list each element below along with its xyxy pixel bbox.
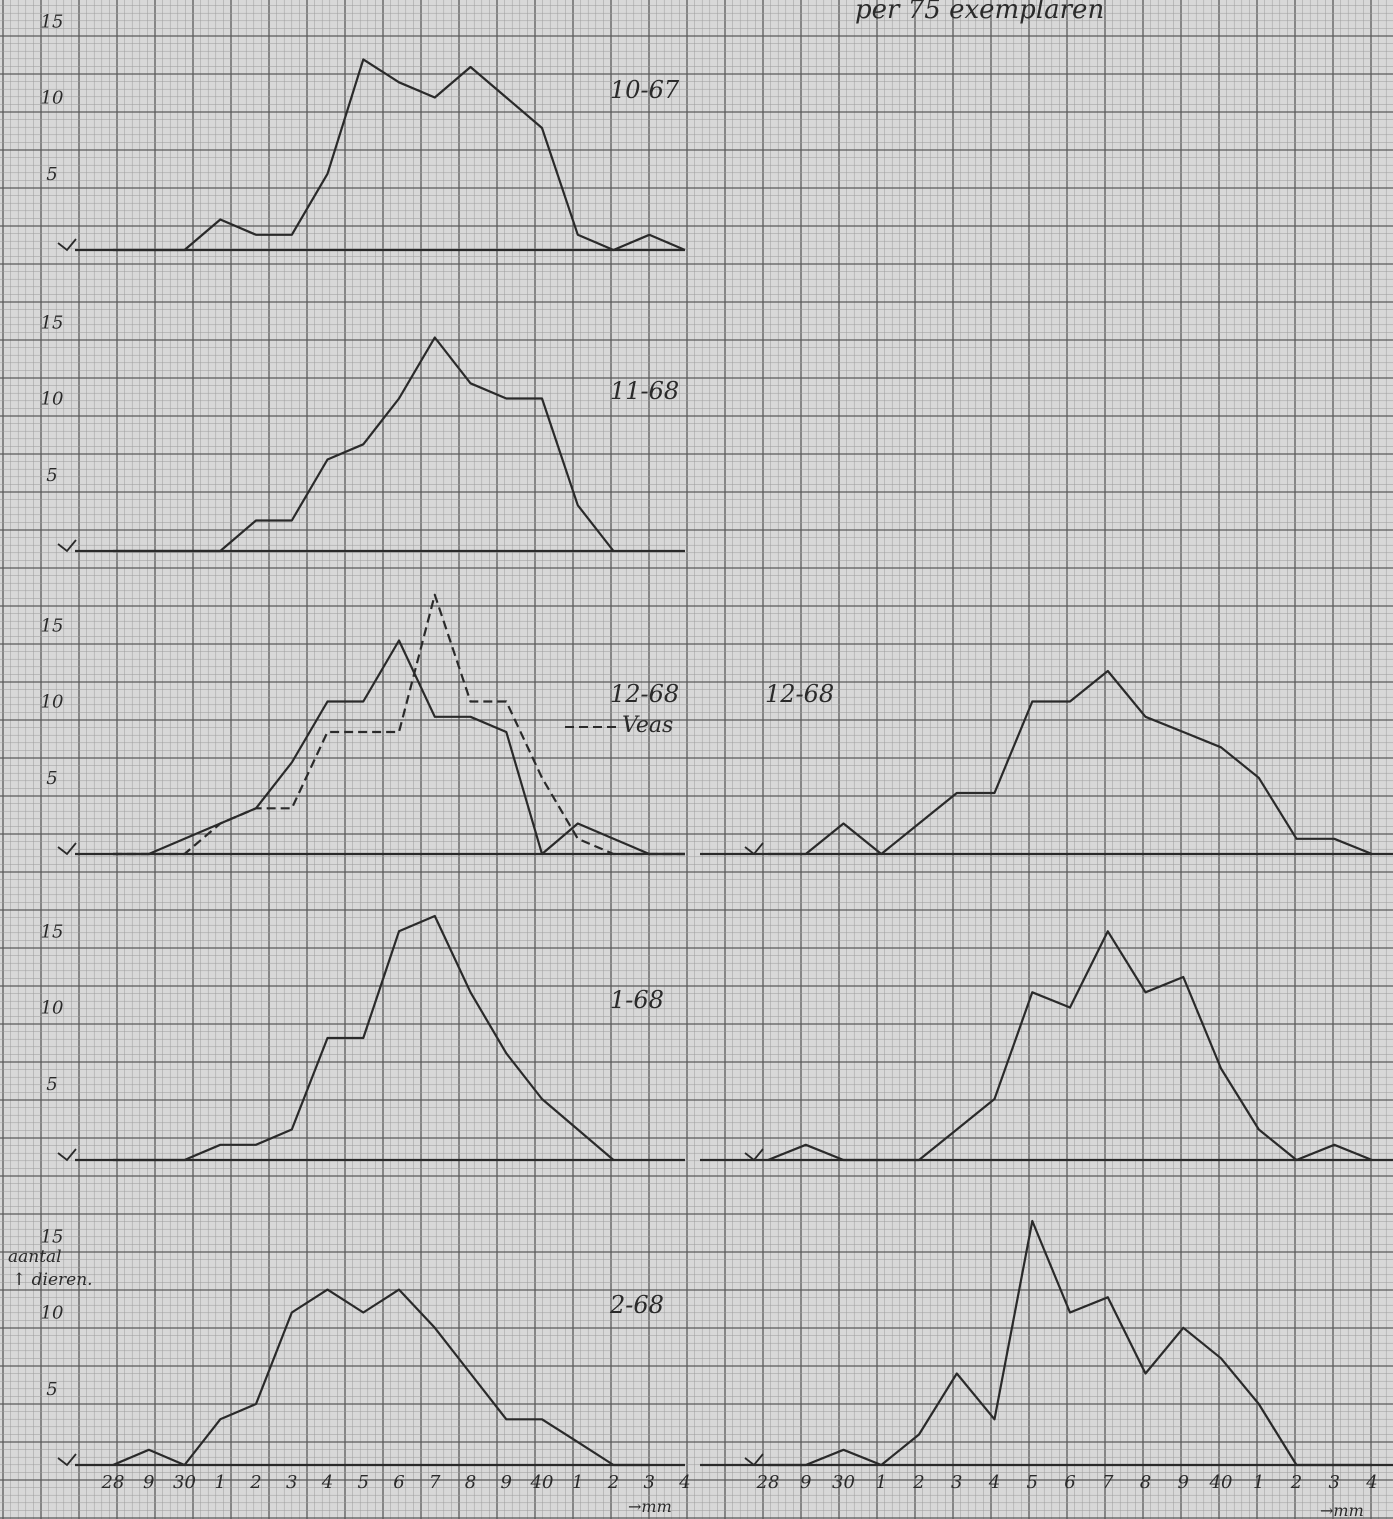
x-tick-label: 9 xyxy=(501,1472,512,1493)
y-tick-label: 15 xyxy=(41,312,64,333)
series-line-1 xyxy=(112,1288,650,1467)
y-tick-label: 15 xyxy=(41,1226,64,1247)
zero-tick-mark xyxy=(744,1148,764,1162)
zero-tick-mark xyxy=(57,842,77,856)
x-tick-label: 3 xyxy=(1329,1472,1340,1493)
y-tick-label: 5 xyxy=(46,768,57,789)
panel-title: 11-68 xyxy=(610,377,679,405)
x-tick-label: 3 xyxy=(951,1472,962,1493)
x-tick-label: 2 xyxy=(912,1472,924,1493)
x-tick-label: 1 xyxy=(215,1472,226,1493)
zero-tick-mark xyxy=(57,238,77,252)
y-axis-label-line1: aantal xyxy=(8,1247,62,1267)
x-tick-label: 28 xyxy=(756,1472,780,1493)
x-tick-label: 4 xyxy=(321,1472,333,1493)
legend-label: Veas xyxy=(622,713,673,738)
x-tick-label: 28 xyxy=(101,1472,125,1493)
x-tick-label: 5 xyxy=(358,1472,369,1493)
zero-tick-mark xyxy=(744,842,764,856)
panel-title: 1-68 xyxy=(610,986,664,1014)
x-tick-label: 6 xyxy=(393,1472,404,1493)
series-line-1 xyxy=(113,58,686,252)
x-tick-label: 6 xyxy=(1064,1472,1075,1493)
x-tick-label: 3 xyxy=(644,1472,655,1493)
x-unit-arrow-right: →mm xyxy=(1320,1501,1364,1519)
chart-panel-6 xyxy=(700,930,1393,1162)
x-tick-label: 30 xyxy=(832,1472,855,1493)
panel-title: 12-68 xyxy=(765,680,834,708)
chart-panel-8 xyxy=(700,1219,1393,1467)
panel-title: 2-68 xyxy=(609,1291,664,1319)
panel-title: 12-68 xyxy=(610,680,679,708)
zero-tick-mark xyxy=(744,1453,764,1467)
y-tick-label: 5 xyxy=(46,164,57,185)
y-tick-label: 15 xyxy=(41,921,64,942)
x-tick-label: 2 xyxy=(607,1472,619,1493)
series-line-1 xyxy=(113,336,615,553)
chart-panel-2: 11-68 xyxy=(57,336,685,553)
x-tick-label: 9 xyxy=(1178,1472,1189,1493)
x-tick-label: 4 xyxy=(1365,1472,1377,1493)
y-axis-label-line2: ↑ dieren. xyxy=(12,1270,93,1290)
chart-panel-7: 2-68 xyxy=(57,1288,685,1467)
x-tick-label: 1 xyxy=(876,1472,887,1493)
y-tick-label: 5 xyxy=(46,1074,57,1095)
chart-panel-5: 1-68 xyxy=(57,914,685,1162)
panel-title: 10-67 xyxy=(610,76,680,104)
x-tick-label: 7 xyxy=(1102,1472,1114,1493)
y-tick-label: 10 xyxy=(41,998,64,1019)
chart-panel-4: 12-68 xyxy=(700,669,1393,856)
x-tick-label: 8 xyxy=(465,1472,476,1493)
y-tick-label: 5 xyxy=(46,465,57,486)
y-tick-label: 10 xyxy=(41,1303,64,1324)
x-tick-label: 30 xyxy=(173,1472,196,1493)
plots: 10-67 11-68 12-68 Veas 12-68 1-68 2-68 xyxy=(57,58,1393,1467)
x-tick-label: 4 xyxy=(988,1472,1000,1493)
series-line-1 xyxy=(113,914,615,1162)
x-tick-label: 9 xyxy=(143,1472,154,1493)
y-tick-label: 10 xyxy=(41,692,64,713)
x-tick-label: 2 xyxy=(249,1472,261,1493)
chart-panel-1: 10-67 xyxy=(57,58,686,252)
series-line-2 xyxy=(113,593,685,856)
y-tick-label: 10 xyxy=(41,88,64,109)
chart-panel-3: 12-68 Veas xyxy=(57,593,686,856)
y-tick-label: 10 xyxy=(41,389,64,410)
y-tick-label: 15 xyxy=(41,11,64,32)
x-tick-label: 1 xyxy=(1253,1472,1264,1493)
y-tick-label: 15 xyxy=(41,615,64,636)
x-tick-label: 2 xyxy=(1290,1472,1302,1493)
x-tick-label: 40 xyxy=(1209,1472,1233,1493)
zero-tick-mark xyxy=(57,539,77,553)
zero-tick-mark xyxy=(57,1453,77,1467)
x-tick-label: 1 xyxy=(572,1472,583,1493)
x-tick-label: 40 xyxy=(530,1472,554,1493)
x-tick-label: 4 xyxy=(678,1472,690,1493)
x-tick-label: 7 xyxy=(429,1472,441,1493)
y-tick-label: 5 xyxy=(46,1379,57,1400)
x-tick-label: 3 xyxy=(286,1472,297,1493)
x-tick-label: 9 xyxy=(800,1472,811,1493)
x-tick-label: 8 xyxy=(1140,1472,1151,1493)
header-note: per 75 exemplaren xyxy=(855,0,1104,25)
x-tick-label: 5 xyxy=(1027,1472,1038,1493)
x-unit-arrow-left: →mm xyxy=(628,1497,672,1516)
zero-tick-mark xyxy=(57,1148,77,1162)
